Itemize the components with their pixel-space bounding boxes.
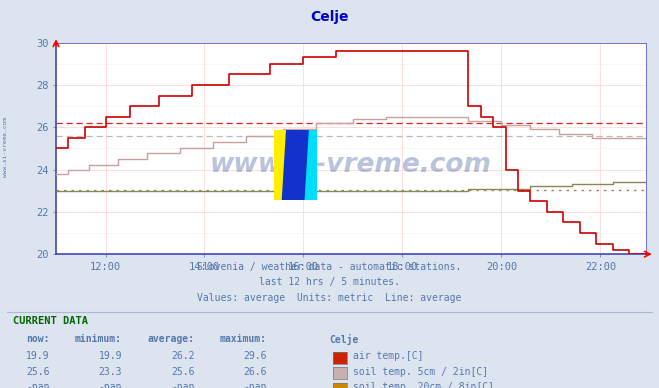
Text: -nan: -nan bbox=[98, 382, 122, 388]
Text: -nan: -nan bbox=[243, 382, 267, 388]
Text: 23.3: 23.3 bbox=[98, 367, 122, 377]
Text: www.si-vreme.com: www.si-vreme.com bbox=[3, 118, 8, 177]
Text: now:: now: bbox=[26, 334, 49, 344]
Text: last 12 hrs / 5 minutes.: last 12 hrs / 5 minutes. bbox=[259, 277, 400, 288]
Text: 26.6: 26.6 bbox=[243, 367, 267, 377]
Text: air temp.[C]: air temp.[C] bbox=[353, 351, 423, 361]
Text: soil temp. 20cm / 8in[C]: soil temp. 20cm / 8in[C] bbox=[353, 382, 494, 388]
Text: soil temp. 5cm / 2in[C]: soil temp. 5cm / 2in[C] bbox=[353, 367, 488, 377]
Text: Values: average  Units: metric  Line: average: Values: average Units: metric Line: aver… bbox=[197, 293, 462, 303]
Text: www.si-vreme.com: www.si-vreme.com bbox=[210, 152, 492, 178]
Bar bbox=[274, 130, 295, 200]
Text: 19.9: 19.9 bbox=[26, 351, 49, 361]
Polygon shape bbox=[283, 130, 308, 200]
Text: -nan: -nan bbox=[26, 382, 49, 388]
Text: 25.6: 25.6 bbox=[26, 367, 49, 377]
Bar bbox=[295, 130, 317, 200]
Text: minimum:: minimum: bbox=[75, 334, 122, 344]
Text: Slovenia / weather data - automatic stations.: Slovenia / weather data - automatic stat… bbox=[197, 262, 462, 272]
Text: average:: average: bbox=[148, 334, 194, 344]
Text: 25.6: 25.6 bbox=[171, 367, 194, 377]
Text: 26.2: 26.2 bbox=[171, 351, 194, 361]
Text: maximum:: maximum: bbox=[220, 334, 267, 344]
Text: 29.6: 29.6 bbox=[243, 351, 267, 361]
Text: CURRENT DATA: CURRENT DATA bbox=[13, 316, 88, 326]
Text: Celje: Celje bbox=[330, 334, 359, 345]
Text: -nan: -nan bbox=[171, 382, 194, 388]
Text: Celje: Celje bbox=[310, 10, 349, 24]
Text: 19.9: 19.9 bbox=[98, 351, 122, 361]
